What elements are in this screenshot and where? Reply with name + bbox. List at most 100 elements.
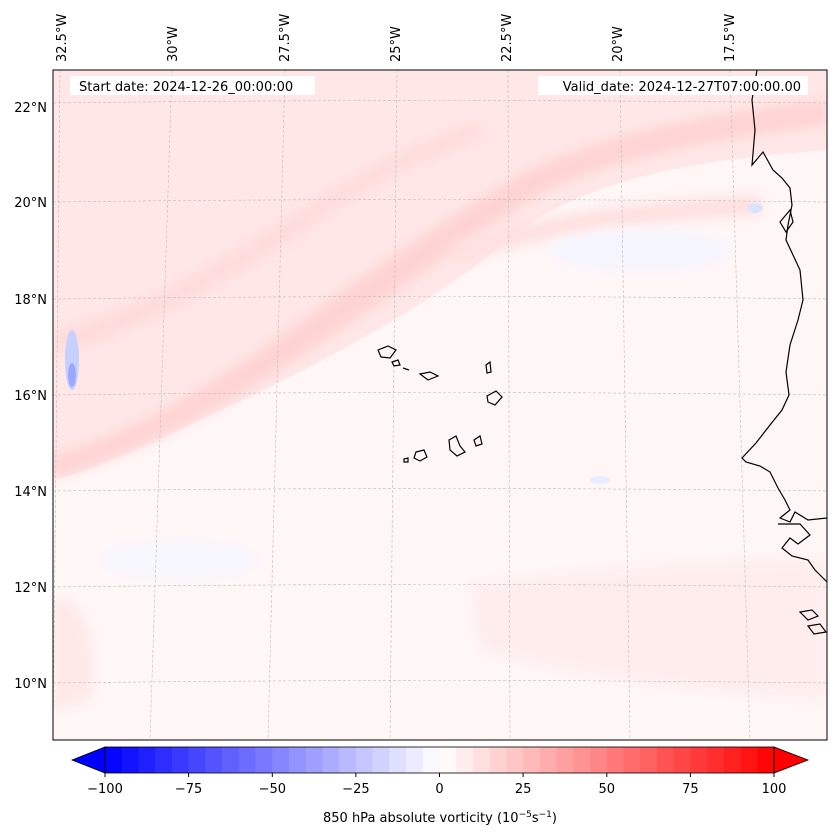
colorbar-cell — [272, 747, 290, 773]
parallel-22n — [53, 100, 827, 104]
colorbar-title-exp1: −5 — [519, 810, 532, 820]
colorbar-cell — [456, 747, 474, 773]
colorbar-cell — [121, 747, 139, 773]
valid-date-label: Valid_date: 2024-12-27T07:00:00.00 — [563, 80, 801, 95]
lon-label-27-5w: 27.5°W — [278, 14, 293, 62]
colorbar-title-main: 850 hPa absolute vorticity (10 — [323, 811, 519, 826]
colorbar-cell — [155, 747, 173, 773]
colorbar-cell — [606, 747, 624, 773]
colorbar-cell — [573, 747, 591, 773]
colorbar-cell — [138, 747, 156, 773]
vorticity-negative-patch-3 — [550, 230, 730, 270]
colorbar-cell — [255, 747, 273, 773]
colorbar-title-exp2: −1 — [539, 810, 552, 820]
island-sal — [485, 360, 492, 374]
colorbar-cell — [188, 747, 206, 773]
vorticity-band-strong — [53, 100, 827, 478]
colorbar-cell — [707, 747, 725, 773]
map-frame — [52, 69, 828, 741]
parallel-18n — [53, 296, 827, 300]
island-brava — [403, 457, 409, 463]
colorbar-cell — [305, 747, 323, 773]
lat-label-10n: 10°N — [14, 677, 47, 692]
colorbar-cell — [539, 747, 557, 773]
senegal-coastline — [778, 523, 827, 583]
colorbar-cell — [339, 747, 357, 773]
colorbar-extend-min — [70, 746, 106, 774]
colorbar-cell — [489, 747, 507, 773]
lat-label-14n: 14°N — [14, 485, 47, 500]
colorbar-ticks — [104, 773, 775, 777]
colorbar-tick-neg25: −25 — [342, 782, 369, 797]
meridian-30w — [149, 70, 173, 740]
colorbar-cell — [355, 747, 373, 773]
colorbar-title-mid: s — [532, 811, 539, 826]
vorticity-field — [53, 70, 827, 710]
colorbar-cells — [105, 747, 775, 773]
lat-label-22n: 22°N — [14, 101, 47, 116]
colorbar-cell — [238, 747, 256, 773]
colorbar-tick-neg75: −75 — [175, 782, 202, 797]
colorbar-cell — [222, 747, 240, 773]
parallel-16n — [53, 392, 827, 396]
meridian-22-5w — [507, 70, 511, 740]
lon-label-17-5w: 17.5°W — [723, 14, 738, 62]
lon-label-30w: 30°W — [166, 26, 181, 62]
lat-label-18n: 18°N — [14, 293, 47, 308]
colorbar-title-end: ) — [552, 811, 557, 826]
valid-date-box — [538, 76, 808, 95]
parallel-14n — [53, 488, 827, 492]
colorbar-tick-25: 25 — [515, 782, 532, 797]
colorbar-tick-100: 100 — [762, 782, 787, 797]
island-boa-vista — [486, 390, 503, 406]
colorbar-cell — [523, 747, 541, 773]
island-sao-vicente — [391, 359, 401, 367]
colorbar-cell — [372, 747, 390, 773]
island-fogo — [413, 449, 428, 462]
meridian-25w — [389, 70, 398, 740]
island-maio — [473, 435, 483, 447]
island-santo-antao — [377, 345, 397, 359]
graticule — [53, 70, 827, 740]
colorbar-cell — [673, 747, 691, 773]
longitude-labels: 32.5°W 30°W 27.5°W 25°W 22.5°W 20°W 17.5… — [55, 14, 738, 62]
parallel-10n — [53, 680, 827, 684]
bissagos-islands — [798, 609, 827, 635]
lat-label-16n: 16°N — [14, 389, 47, 404]
colorbar-cell — [105, 747, 123, 773]
colorbar-cell — [640, 747, 658, 773]
colorbar-tick-50: 50 — [599, 782, 616, 797]
colorbar-tick-75: 75 — [682, 782, 699, 797]
colorbar-cell — [590, 747, 608, 773]
latitude-labels: 22°N 20°N 18°N 16°N 14°N 12°N 10°N — [14, 101, 47, 692]
colorbar-cell — [556, 747, 574, 773]
colorbar-cell — [171, 747, 189, 773]
colorbar-cell — [422, 747, 440, 773]
vorticity-negative-patch-4 — [590, 476, 610, 484]
colorbar-cell — [723, 747, 741, 773]
parallel-20n — [53, 199, 827, 203]
colorbar: −100 −75 −50 −25 0 25 50 75 100 850 hPa … — [70, 746, 810, 826]
vorticity-negative-patch-2 — [68, 363, 76, 387]
start-date-label: Start date: 2024-12-26_00:00:00 — [79, 80, 293, 95]
colorbar-cell — [389, 747, 407, 773]
start-date-box — [70, 76, 315, 95]
colorbar-cell — [288, 747, 307, 773]
island-sao-nicolau — [418, 371, 440, 381]
vorticity-streak-1 — [53, 120, 480, 355]
colorbar-cell — [740, 747, 758, 773]
colorbar-tick-neg100: −100 — [87, 782, 123, 797]
island-santiago — [448, 435, 466, 457]
lon-label-25w: 25°W — [389, 26, 404, 62]
colorbar-extend-max — [773, 746, 810, 774]
colorbar-cell — [322, 747, 340, 773]
coastlines — [377, 70, 827, 635]
lat-label-20n: 20°N — [14, 196, 47, 211]
lon-label-22-5w: 22.5°W — [500, 14, 515, 62]
lat-label-12n: 12°N — [14, 581, 47, 596]
vorticity-patch-south — [470, 560, 827, 700]
meridian-17-5w — [729, 70, 751, 740]
colorbar-cell — [205, 747, 223, 773]
parallel-12n — [53, 584, 827, 588]
